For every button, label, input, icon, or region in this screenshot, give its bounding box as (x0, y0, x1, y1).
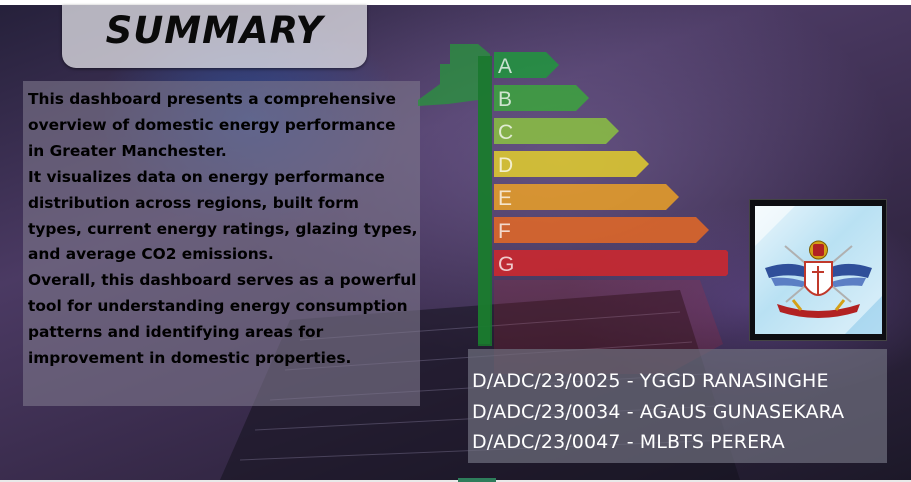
active-sheet-tab-indicator[interactable] (458, 478, 496, 482)
summary-title: SUMMARY (105, 9, 324, 52)
summary-description-panel: This dashboard presents a comprehensive … (23, 81, 420, 406)
student-ids-panel: D/ADC/23/0025 - YGGD RANASINGHE D/ADC/23… (468, 349, 887, 463)
rating-band-b (494, 85, 589, 111)
sheet-tab-bar (0, 480, 911, 482)
rating-band-g (494, 250, 728, 276)
rating-band-f (494, 217, 709, 243)
house-outline-icon (418, 44, 492, 346)
rating-band-label: E (498, 187, 512, 210)
summary-title-card: SUMMARY (62, 5, 367, 68)
summary-paragraph-intro: This dashboard presents a comprehensive … (28, 90, 396, 160)
rating-band-d (494, 151, 649, 177)
rating-band-label: B (498, 88, 512, 111)
rating-band-label: F (498, 220, 511, 243)
rating-band-c (494, 118, 619, 144)
student-id-line: D/ADC/23/0025 - YGGD RANASINGHE (472, 370, 829, 392)
student-id-line: D/ADC/23/0047 - MLBTS PERERA (472, 431, 785, 453)
summary-paragraph-overall: Overall, this dashboard serves as a powe… (28, 271, 417, 368)
rating-band-label: C (498, 121, 513, 144)
logo-background (755, 206, 882, 334)
rating-band-label: G (498, 253, 514, 276)
rating-band-e (494, 184, 679, 210)
summary-paragraph-visualizes: It visualizes data on energy performance… (28, 167, 418, 264)
rating-band-label: D (498, 154, 513, 177)
window-top-border (0, 0, 911, 5)
rating-band-a (494, 52, 559, 78)
logo-frame (749, 199, 887, 341)
institution-crest-icon (755, 206, 882, 334)
summary-description: This dashboard presents a comprehensive … (28, 87, 420, 372)
student-id-line: D/ADC/23/0034 - AGAUS GUNASEKARA (472, 401, 845, 423)
rating-band-label: A (498, 55, 512, 78)
